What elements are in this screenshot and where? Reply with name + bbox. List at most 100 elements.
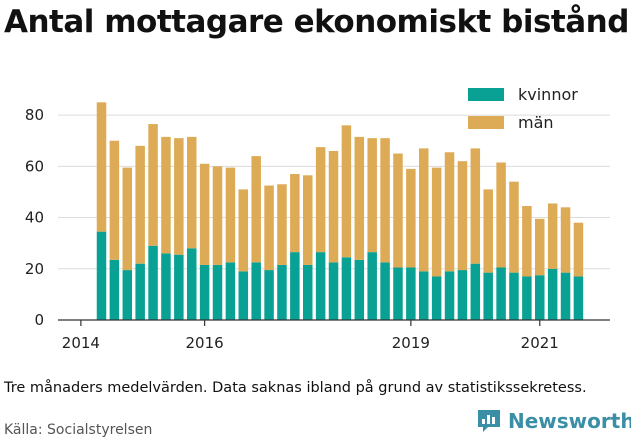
- bar-man: [122, 167, 133, 271]
- bar-man: [560, 207, 571, 273]
- bar-kvinnor: [509, 272, 519, 320]
- bar-kvinnor: [122, 270, 133, 320]
- bar-kvinnor: [354, 259, 365, 320]
- bar-kvinnor: [212, 264, 223, 320]
- bar-kvinnor: [483, 272, 493, 320]
- bar-man: [341, 125, 352, 258]
- x-tick-label: 2014: [62, 334, 100, 352]
- bar-kvinnor: [264, 270, 274, 320]
- x-tick-label: 2019: [392, 334, 430, 352]
- bar-kvinnor: [225, 262, 236, 320]
- bar-man: [444, 152, 455, 272]
- bar-man: [109, 140, 120, 260]
- chart-title: Antal mottagare ekonomiskt bistånd: [4, 4, 629, 40]
- bar-man: [315, 147, 326, 253]
- bar-man: [174, 138, 184, 255]
- bar-kvinnor: [96, 231, 107, 320]
- bar-kvinnor: [186, 248, 197, 320]
- bar-man: [547, 203, 558, 269]
- bar-man: [509, 181, 519, 273]
- bar-kvinnor: [341, 257, 352, 320]
- bar-kvinnor: [135, 263, 145, 320]
- x-tick-label: 2016: [186, 334, 224, 352]
- legend-label: kvinnor: [518, 85, 578, 104]
- bar-man: [186, 136, 197, 249]
- bar-kvinnor: [470, 263, 481, 320]
- bar-kvinnor: [457, 270, 468, 320]
- bar-man: [277, 184, 287, 265]
- bar-man: [302, 175, 313, 265]
- brand-logo[interactable]: Newsworthy: [476, 408, 631, 434]
- y-tick-labels: 0 20 40 60 80: [25, 106, 44, 329]
- bar-kvinnor: [302, 264, 313, 320]
- legend-swatch: [468, 88, 504, 101]
- bar-man: [367, 138, 377, 253]
- bar-man: [264, 185, 274, 271]
- bar-man: [328, 150, 339, 263]
- bar-man: [354, 136, 365, 260]
- bar-kvinnor: [315, 252, 326, 320]
- bars: [96, 102, 584, 320]
- bar-kvinnor: [496, 267, 506, 320]
- bar-man: [419, 148, 429, 272]
- bar-kvinnor: [431, 276, 442, 320]
- bar-kvinnor: [290, 252, 300, 320]
- y-tick-label: 40: [25, 209, 44, 227]
- bar-man: [161, 136, 171, 254]
- bar-kvinnor: [328, 262, 339, 320]
- y-tick-label: 20: [25, 260, 44, 278]
- bar-man: [522, 206, 532, 277]
- bar-kvinnor: [277, 264, 287, 320]
- bar-man: [212, 166, 223, 265]
- bar-kvinnor: [238, 271, 249, 320]
- bar-kvinnor: [444, 271, 455, 320]
- bar-kvinnor: [109, 259, 120, 320]
- x-tick-labels: 20142016201920212023: [62, 320, 559, 352]
- bar-man: [290, 174, 300, 253]
- brand-name: Newsworthy: [508, 409, 631, 433]
- source-label: Källa: Socialstyrelsen: [4, 422, 153, 438]
- y-tick-label: 60: [25, 157, 44, 175]
- y-tick-label: 80: [25, 106, 44, 124]
- bar-kvinnor: [251, 262, 261, 320]
- bar-kvinnor: [573, 276, 584, 320]
- bar-man: [225, 167, 236, 263]
- bar-kvinnor: [522, 276, 532, 320]
- bar-man: [470, 148, 481, 264]
- chart-note: Tre månaders medelvärden. Data saknas ib…: [4, 380, 587, 396]
- bar-kvinnor: [148, 245, 158, 320]
- bar-man: [135, 145, 145, 264]
- bar-man: [535, 218, 545, 276]
- bar-man: [483, 189, 493, 273]
- bar-man: [431, 167, 442, 277]
- bar-kvinnor: [393, 267, 403, 320]
- bar-man: [199, 163, 210, 265]
- bar-man: [496, 162, 506, 268]
- bar-man: [406, 168, 416, 268]
- bar-man: [96, 102, 107, 232]
- newsworthy-logo-icon: [478, 410, 500, 432]
- x-tick-label: 2021: [521, 334, 559, 352]
- bar-kvinnor: [560, 272, 571, 320]
- bar-kvinnor: [419, 271, 429, 320]
- bar-man: [380, 138, 390, 263]
- bar-man: [148, 124, 158, 246]
- bar-kvinnor: [406, 267, 416, 320]
- bar-kvinnor: [174, 254, 184, 320]
- bar-kvinnor: [380, 262, 390, 320]
- bar-kvinnor: [367, 252, 377, 320]
- legend: kvinnor män: [468, 85, 578, 132]
- bar-man: [393, 153, 403, 268]
- bar-man: [457, 161, 468, 271]
- legend-swatch: [468, 116, 504, 129]
- bar-man: [251, 156, 261, 263]
- bar-man: [238, 189, 249, 272]
- y-tick-label: 0: [34, 311, 44, 329]
- bar-kvinnor: [161, 253, 171, 320]
- bar-kvinnor: [547, 268, 558, 320]
- legend-label: män: [518, 113, 554, 132]
- bar-kvinnor: [199, 264, 210, 320]
- bar-kvinnor: [535, 275, 545, 320]
- bar-man: [573, 222, 584, 277]
